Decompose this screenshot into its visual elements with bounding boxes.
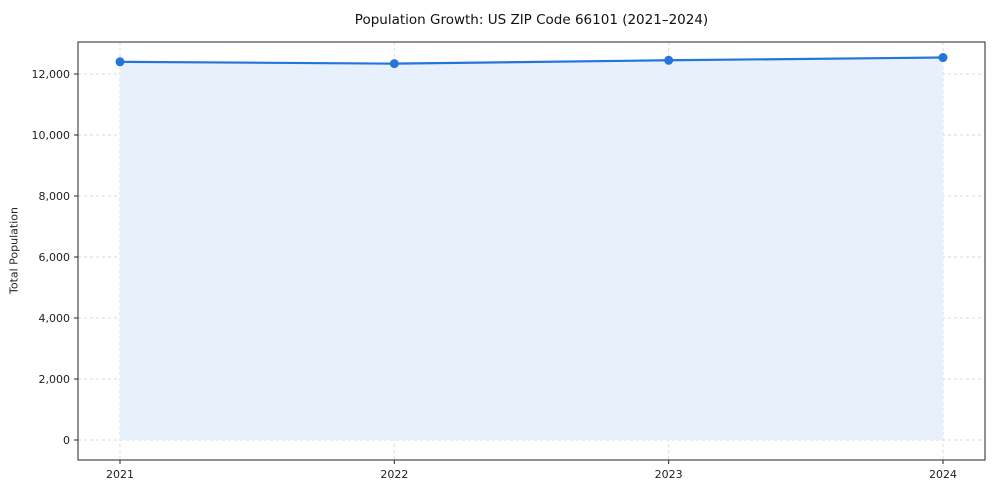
x-tick-label: 2023 (655, 468, 683, 481)
y-tick-label: 4,000 (39, 312, 71, 325)
y-tick-label: 0 (63, 434, 70, 447)
data-point-marker (389, 59, 399, 69)
y-tick-label: 10,000 (32, 129, 71, 142)
x-tick-label: 2021 (106, 468, 134, 481)
area-fill (120, 57, 943, 440)
data-point-marker (664, 55, 674, 65)
y-tick-label: 2,000 (39, 373, 71, 386)
y-tick-label: 8,000 (39, 190, 71, 203)
y-tick-label: 12,000 (32, 68, 71, 81)
data-point-marker (115, 57, 125, 67)
series-line (118, 56, 945, 65)
y-tick-label: 6,000 (39, 251, 71, 264)
x-tick-label: 2022 (380, 468, 408, 481)
plot-frame (77, 41, 986, 461)
x-tick-label: 2024 (929, 468, 957, 481)
data-point-marker (938, 53, 948, 63)
chart-title: Population Growth: US ZIP Code 66101 (20… (354, 12, 709, 28)
